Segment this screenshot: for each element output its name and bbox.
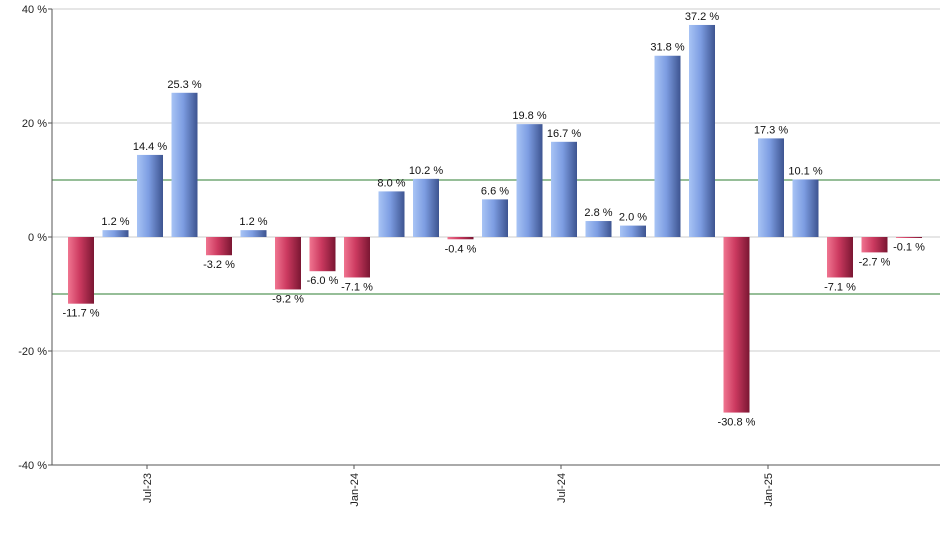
bar	[620, 225, 646, 237]
bars	[68, 24, 922, 413]
y-tick-label: 40 %	[22, 4, 47, 16]
data-labels: -11.7 % 1.2 % 14.4 % 25.3 % -3.2 % 1.2 % -9.2 …	[62, 11, 925, 429]
bar-value-label: -0.4 %	[445, 243, 477, 255]
y-tick-label: 0 %	[28, 232, 47, 244]
y-tick-label: 20 %	[22, 118, 47, 130]
bar-value-label: 37.2 %	[685, 11, 719, 23]
bar-value-label: 25.3 %	[167, 79, 201, 91]
bar	[137, 154, 163, 237]
x-tick-label: Jan-24	[349, 473, 361, 507]
bar-value-label: -30.8 %	[718, 417, 756, 429]
bar	[654, 55, 681, 237]
x-tick-label: Jan-25	[763, 473, 775, 507]
bar-value-label: 19.8 %	[512, 110, 546, 122]
x-tick-label: Jul-24	[556, 473, 568, 503]
bar	[585, 221, 612, 237]
bar-value-label: -11.7 %	[62, 308, 99, 320]
bar	[102, 230, 129, 237]
bar	[206, 237, 232, 256]
x-tick-label: Jul-23	[142, 473, 154, 503]
bar-value-label: 1.2 %	[239, 216, 267, 228]
bar	[758, 138, 784, 237]
bar-value-label: 8.0 %	[377, 177, 405, 189]
bar-value-label: 31.8 %	[650, 42, 684, 54]
bar-value-label: -9.2 %	[272, 293, 304, 305]
bar-value-label: 10.2 %	[409, 165, 443, 177]
bar	[792, 179, 819, 237]
bar-value-label: 10.1 %	[788, 165, 822, 177]
y-tick-label: -40 %	[18, 460, 47, 472]
bar-value-label: -7.1 %	[341, 281, 373, 293]
bar-value-label: 16.7 %	[547, 128, 581, 140]
bar	[861, 237, 888, 253]
y-tick-label: -20 %	[18, 346, 47, 358]
bar	[413, 178, 439, 237]
bar	[447, 237, 474, 240]
bar-value-label: -6.0 %	[307, 275, 339, 287]
bar-value-label: 1.2 %	[101, 216, 129, 228]
bar	[551, 141, 577, 237]
bar	[378, 191, 405, 237]
reference-lines	[52, 179, 940, 295]
bar-value-label: -7.1 %	[824, 281, 856, 293]
axes: 40 % 20 % 0 % -20 % -40 % Jul-23 Jan-24 Jul-24 J…	[18, 4, 940, 507]
bar-value-label: 2.0 %	[619, 212, 647, 224]
bar	[309, 237, 336, 272]
bar	[896, 237, 922, 238]
bar	[482, 199, 508, 237]
bar-value-label: -3.2 %	[203, 259, 235, 271]
bar-value-label: 14.4 %	[133, 141, 167, 153]
bar	[827, 237, 853, 278]
bar	[171, 92, 198, 237]
bar	[68, 237, 94, 304]
bar	[240, 230, 267, 237]
bar	[516, 124, 543, 237]
bar-value-label: 2.8 %	[584, 207, 612, 219]
bar	[344, 237, 370, 278]
bar-value-label: 17.3 %	[754, 124, 788, 136]
bar	[275, 237, 301, 290]
bar-value-label: -0.1 %	[893, 242, 925, 254]
bar-value-label: 6.6 %	[481, 185, 509, 197]
bar-value-label: -2.7 %	[859, 256, 891, 268]
bar	[723, 237, 750, 413]
bar	[689, 24, 715, 238]
